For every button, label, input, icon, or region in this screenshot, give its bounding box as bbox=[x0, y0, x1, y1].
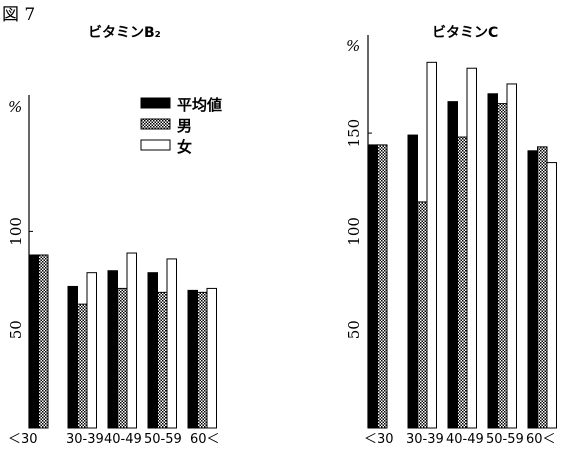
bar-female-40-49 bbox=[466, 67, 477, 429]
y-tick-label: 100 bbox=[7, 217, 25, 246]
legend-swatch bbox=[140, 118, 171, 130]
bar-male-60< bbox=[537, 146, 548, 429]
bar-male-50-59 bbox=[497, 103, 508, 429]
bar-female-30-39 bbox=[86, 272, 97, 429]
legend-label: 平均値 bbox=[177, 96, 222, 114]
y-tick-label: 100 bbox=[345, 217, 363, 246]
legend-label: 女 bbox=[177, 138, 192, 156]
y-tick-label: 50 bbox=[345, 320, 363, 339]
bar-average-60< bbox=[187, 289, 198, 429]
bar-average-<30 bbox=[367, 144, 378, 429]
bar-average-40-49 bbox=[447, 101, 458, 429]
x-category-label: 50-59 bbox=[486, 432, 524, 447]
bar-male-40-49 bbox=[117, 287, 128, 429]
x-category-label: 60＜ bbox=[526, 432, 556, 447]
chart-title-vitamin-c: ビタミンC bbox=[432, 25, 499, 41]
x-category-label: 40-49 bbox=[446, 432, 484, 447]
bar-male-50-59 bbox=[157, 291, 168, 429]
y-axis-unit: % bbox=[8, 98, 22, 116]
bar-female-60< bbox=[206, 287, 217, 429]
bar-female-60< bbox=[546, 162, 557, 429]
bar-female-50-59 bbox=[506, 83, 517, 429]
bar-average-30-39 bbox=[407, 134, 418, 429]
bar-average-<30 bbox=[28, 254, 39, 429]
x-category-label: 60＜ bbox=[190, 432, 220, 447]
x-category-label: 40-49 bbox=[104, 432, 142, 447]
x-category-label: 50-59 bbox=[144, 432, 182, 447]
x-category-label: 30-39 bbox=[66, 432, 104, 447]
bar-male-60< bbox=[197, 291, 208, 429]
bar-average-60< bbox=[527, 150, 538, 429]
bar-male-<30 bbox=[38, 254, 49, 429]
y-tick-label: 150 bbox=[345, 119, 363, 148]
bar-average-40-49 bbox=[107, 270, 118, 429]
bar-male-<30 bbox=[377, 144, 388, 429]
bar-female-40-49 bbox=[126, 252, 137, 429]
legend-swatch bbox=[140, 139, 171, 151]
x-category-label: ＜30 bbox=[8, 432, 38, 447]
legend-swatch bbox=[140, 97, 171, 109]
bar-average-30-39 bbox=[67, 285, 78, 429]
x-category-label: 30-39 bbox=[406, 432, 444, 447]
figure-label: 図 7 bbox=[2, 5, 36, 25]
y-axis-unit: % bbox=[346, 37, 360, 55]
bar-average-50-59 bbox=[147, 272, 158, 429]
bar-average-50-59 bbox=[487, 93, 498, 429]
x-category-label: ＜30 bbox=[364, 432, 394, 447]
legend-label: 男 bbox=[177, 117, 192, 135]
chart-vitamin-c: % 50 100 150 ＜30 30-39 40-49 50-59 60＜ bbox=[345, 35, 557, 447]
chart-vitamin-b2: % 50 100 ＜30 30-39 40-49 50-59 60＜ bbox=[7, 95, 220, 447]
bar-male-30-39 bbox=[417, 201, 428, 429]
bar-male-40-49 bbox=[457, 136, 468, 429]
bar-female-50-59 bbox=[166, 258, 177, 429]
bar-female-30-39 bbox=[426, 61, 437, 429]
bar-male-30-39 bbox=[77, 303, 88, 429]
y-tick-label: 50 bbox=[7, 320, 25, 339]
chart-title-vitamin-b2: ビタミンB₂ bbox=[88, 25, 161, 41]
